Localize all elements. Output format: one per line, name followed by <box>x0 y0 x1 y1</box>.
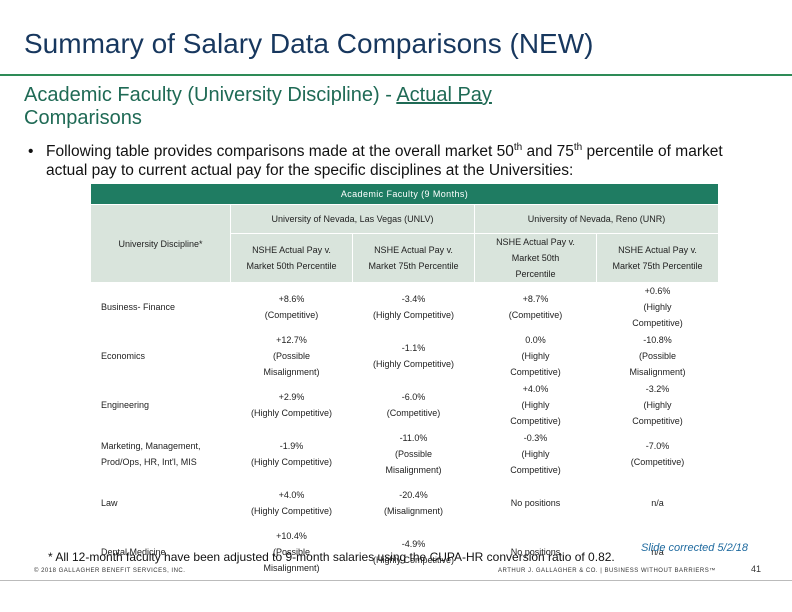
bullet-text: Following table provides comparisons mad… <box>46 141 723 179</box>
comparison-cell: -11.0% (Possible Misalignment) <box>352 429 475 479</box>
comparison-cell: +4.0% (Highly Competitive) <box>474 380 597 430</box>
subtitle-link[interactable]: Actual Pay <box>396 84 492 106</box>
university-unr-header: University of Nevada, Reno (UNR) <box>474 204 719 234</box>
comparison-cell: -3.4% (Highly Competitive) <box>352 282 475 332</box>
page-number: 41 <box>751 564 762 574</box>
comparison-cell: -6.0% (Competitive) <box>352 380 475 430</box>
section-subtitle: Academic Faculty (University Discipline)… <box>24 84 492 130</box>
salary-comparison-table: Academic Faculty (9 Months) University D… <box>90 183 719 577</box>
comparison-cell: No positions <box>474 527 597 577</box>
table-row: Law +4.0% (Highly Competitive) -20.4% (Misal… <box>90 478 719 528</box>
discipline-header: University Discipline* <box>90 204 231 283</box>
corrected-note: Slide corrected 5/2/18 <box>641 542 749 554</box>
tagline: ARTHUR J. GALLAGHER & CO. | BUSINESS WIT… <box>498 568 716 574</box>
comparison-cell: -10.8% (Possible Misalignment) <box>596 331 719 381</box>
table-row: Dental Medicine +10.4% (Possible Misalignme… <box>90 527 719 577</box>
comparison-cell: -7.0% (Competitive) <box>596 429 719 479</box>
table-row: Economics +12.7% (Possible Misalignment) -1.… <box>90 331 719 381</box>
comparison-cell: +4.0% (Highly Competitive) <box>230 478 353 528</box>
bullet-icon: • <box>28 143 34 160</box>
subtitle-line2: Comparisons <box>24 107 142 129</box>
comparison-cell: -4.9% (Highly Competitive) <box>352 527 475 577</box>
table-row: Marketing, Management, Prod/Ops, HR, Int… <box>90 429 719 479</box>
copyright: © 2018 GALLAGHER BENEFIT SERVICES, INC. <box>34 568 186 574</box>
table-row: Engineering +2.9% (Highly Competitive) -6.0… <box>90 380 719 430</box>
discipline-label: Economics <box>90 331 231 381</box>
discipline-label: Marketing, Management, Prod/Ops, HR, Int… <box>90 429 231 479</box>
footnote: * All 12-month faculty have been adjuste… <box>48 550 615 564</box>
subtitle-prefix: Academic Faculty (University Discipline)… <box>24 84 397 106</box>
comparison-cell: +8.7% (Competitive) <box>474 282 597 332</box>
comparison-cell: -1.1% (Highly Competitive) <box>352 331 475 381</box>
discipline-label: Business- Finance <box>90 282 231 332</box>
comparison-cell: -0.3% (Highly Competitive) <box>474 429 597 479</box>
comparison-cell: n/a <box>596 527 719 577</box>
comparison-cell: -1.9% (Highly Competitive) <box>230 429 353 479</box>
column-header: NSHE Actual Pay v. Market 50th Percentile <box>230 233 353 283</box>
table-header-main: Academic Faculty (9 Months) <box>90 183 719 205</box>
column-header: NSHE Actual Pay v. Market 75th Percentile <box>596 233 719 283</box>
discipline-label: Engineering <box>90 380 231 430</box>
comparison-cell: -20.4% (Misalignment) <box>352 478 475 528</box>
comparison-cell: +12.7% (Possible Misalignment) <box>230 331 353 381</box>
column-header: NSHE Actual Pay v. Market 50th Percentile <box>474 233 597 283</box>
comparison-cell: 0.0% (Highly Competitive) <box>474 331 597 381</box>
page-title: Summary of Salary Data Comparisons (NEW) <box>24 28 594 59</box>
university-unlv-header: University of Nevada, Las Vegas (UNLV) <box>230 204 475 234</box>
comparison-cell: +0.6% (Highly Competitive) <box>596 282 719 332</box>
title-divider <box>0 74 792 76</box>
discipline-label: Law <box>90 478 231 528</box>
comparison-cell: n/a <box>596 478 719 528</box>
comparison-cell: No positions <box>474 478 597 528</box>
footer-divider <box>0 580 792 581</box>
comparison-cell: +10.4% (Possible Misalignment) <box>230 527 353 577</box>
comparison-cell: -3.2% (Highly Competitive) <box>596 380 719 430</box>
comparison-cell: +8.6% (Competitive) <box>230 282 353 332</box>
comparison-cell: +2.9% (Highly Competitive) <box>230 380 353 430</box>
column-header: NSHE Actual Pay v. Market 75th Percentile <box>352 233 475 283</box>
table-row: Business- Finance +8.6% (Competitive) -3.4%… <box>90 282 719 332</box>
